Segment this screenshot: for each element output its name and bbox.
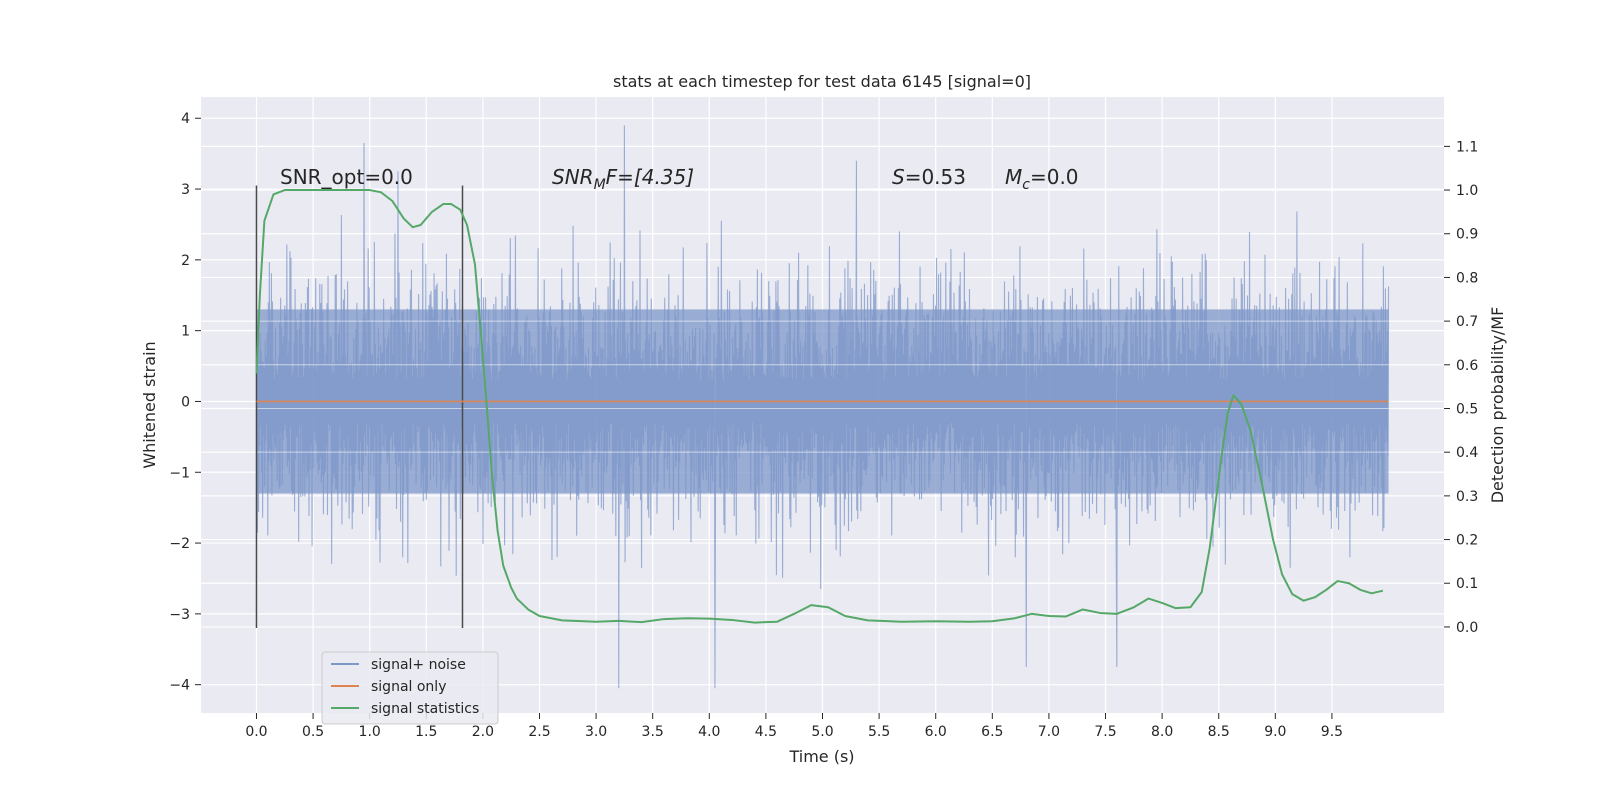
x-tick-label: 4.0 bbox=[698, 724, 720, 740]
y2-tick-label: 0.0 bbox=[1456, 620, 1478, 636]
annotation-s-value: =0.53 bbox=[905, 165, 966, 189]
x-tick-label: 2.0 bbox=[472, 724, 494, 740]
annotation-s: S=0.53 bbox=[892, 165, 966, 189]
y2-tick-label: 0.5 bbox=[1456, 401, 1478, 417]
y-tick-label: 0 bbox=[181, 394, 190, 410]
annotation-snr-mf-sub: M bbox=[594, 177, 606, 193]
y2-axis-ticks: 1.1 1.0 0.9 0.8 0.7 0.6 0.5 0.4 0.3 0.2 0.1 0.0 bbox=[1444, 139, 1478, 636]
x-tick-label: 5.0 bbox=[811, 724, 833, 740]
legend-box bbox=[321, 651, 499, 725]
y-tick-label: 3 bbox=[181, 182, 190, 198]
annotation-mc-sub: c bbox=[1022, 177, 1030, 193]
y2-tick-label: 0.2 bbox=[1456, 533, 1478, 549]
x-tick-label: 7.5 bbox=[1094, 724, 1116, 740]
x-axis-ticks: 0.0 0.5 1.0 1.5 2.0 2.5 3.0 3.5 4.0 4.5 5.0 5.5 6.0 6… bbox=[245, 713, 1343, 740]
y-tick-label: 1 bbox=[181, 324, 190, 340]
x-tick-label: 5.5 bbox=[868, 724, 890, 740]
y2-tick-label: 1.1 bbox=[1456, 139, 1478, 155]
x-tick-label: 3.0 bbox=[585, 724, 607, 740]
legend: signal+ noise signal only signal statist… bbox=[321, 651, 499, 725]
annotation-mc-var: M bbox=[1005, 165, 1022, 189]
y-axis-label: Whitened strain bbox=[140, 341, 159, 468]
legend-label-signal-statistics: signal statistics bbox=[371, 701, 479, 717]
y2-tick-label: 0.6 bbox=[1456, 358, 1478, 374]
legend-label-signal-noise: signal+ noise bbox=[371, 657, 466, 673]
x-axis-label: Time (s) bbox=[788, 747, 854, 766]
y2-tick-label: 0.9 bbox=[1456, 227, 1478, 243]
x-tick-label: 9.5 bbox=[1321, 724, 1343, 740]
y-axis-ticks: 4 3 2 1 0 −1 −2 −3 −4 bbox=[169, 111, 201, 694]
x-tick-label: 1.5 bbox=[415, 724, 437, 740]
x-tick-label: 1.0 bbox=[359, 724, 381, 740]
annotation-snr-mf: SNRMF=[4.35] bbox=[552, 165, 694, 193]
x-tick-label: 4.5 bbox=[755, 724, 777, 740]
y2-tick-label: 0.4 bbox=[1456, 445, 1478, 461]
annotation-s-var: S bbox=[892, 165, 905, 189]
x-tick-label: 0.0 bbox=[245, 724, 267, 740]
y-tick-label: 2 bbox=[181, 253, 190, 269]
annotation-snr-opt: SNR_opt=0.0 bbox=[280, 165, 413, 189]
x-tick-label: 8.5 bbox=[1208, 724, 1230, 740]
y2-tick-label: 1.0 bbox=[1456, 183, 1478, 199]
annotation-snr-mf-main: SNR bbox=[552, 165, 594, 189]
x-tick-label: 7.0 bbox=[1038, 724, 1060, 740]
x-tick-label: 8.0 bbox=[1151, 724, 1173, 740]
y-tick-label: −2 bbox=[169, 536, 190, 552]
y-tick-label: −4 bbox=[169, 678, 190, 694]
x-tick-label: 9.0 bbox=[1264, 724, 1286, 740]
y-tick-label: 4 bbox=[181, 111, 190, 127]
y2-axis-label: Detection probability/MF bbox=[1488, 307, 1507, 504]
x-tick-label: 2.5 bbox=[528, 724, 550, 740]
x-tick-label: 0.5 bbox=[302, 724, 324, 740]
annotation-snr-mf-rest: F=[4.35] bbox=[606, 165, 694, 189]
line-layer bbox=[255, 185, 1389, 629]
annotation-mc: Mc=0.0 bbox=[1005, 165, 1079, 193]
x-tick-label: 6.5 bbox=[981, 724, 1003, 740]
y2-tick-label: 0.8 bbox=[1456, 270, 1478, 286]
y2-tick-label: 0.3 bbox=[1456, 489, 1478, 505]
y2-tick-label: 0.7 bbox=[1456, 314, 1478, 330]
chart-title: stats at each timestep for test data 614… bbox=[613, 72, 1031, 91]
annotation-mc-value: =0.0 bbox=[1030, 165, 1079, 189]
x-tick-label: 6.0 bbox=[925, 724, 947, 740]
legend-label-signal-only: signal only bbox=[371, 679, 446, 695]
y-tick-label: −1 bbox=[169, 465, 190, 481]
y-tick-label: −3 bbox=[169, 607, 190, 623]
signal-statistics-line bbox=[255, 189, 1384, 624]
y2-tick-label: 0.1 bbox=[1456, 576, 1478, 592]
x-tick-label: 3.5 bbox=[642, 724, 664, 740]
